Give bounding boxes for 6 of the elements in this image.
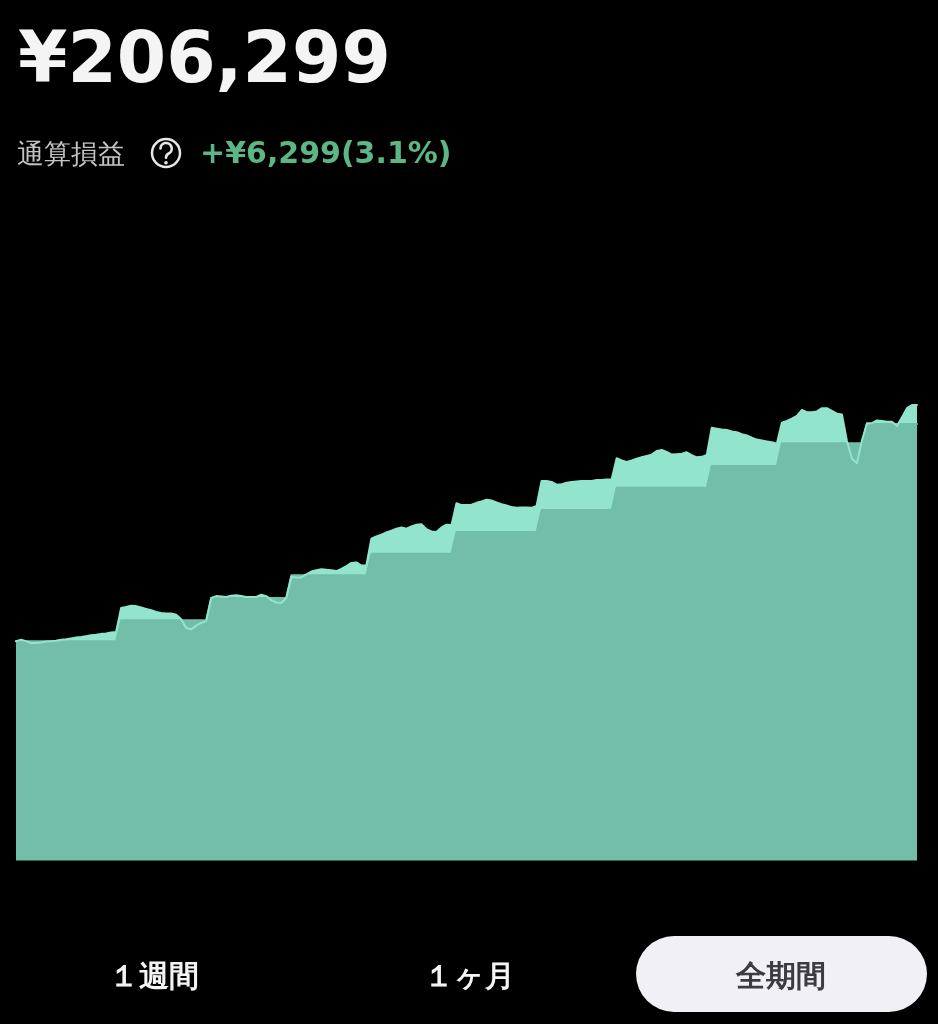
chart-subtitle: 通算損益 <box>17 138 125 169</box>
text: 全期間 <box>735 958 826 993</box>
text: １週間 <box>109 958 199 993</box>
chart-title: ¥206,299 <box>18 16 391 99</box>
text: +¥6,299(3.1%) <box>200 135 452 170</box>
text: １ヶ月 <box>423 958 515 993</box>
